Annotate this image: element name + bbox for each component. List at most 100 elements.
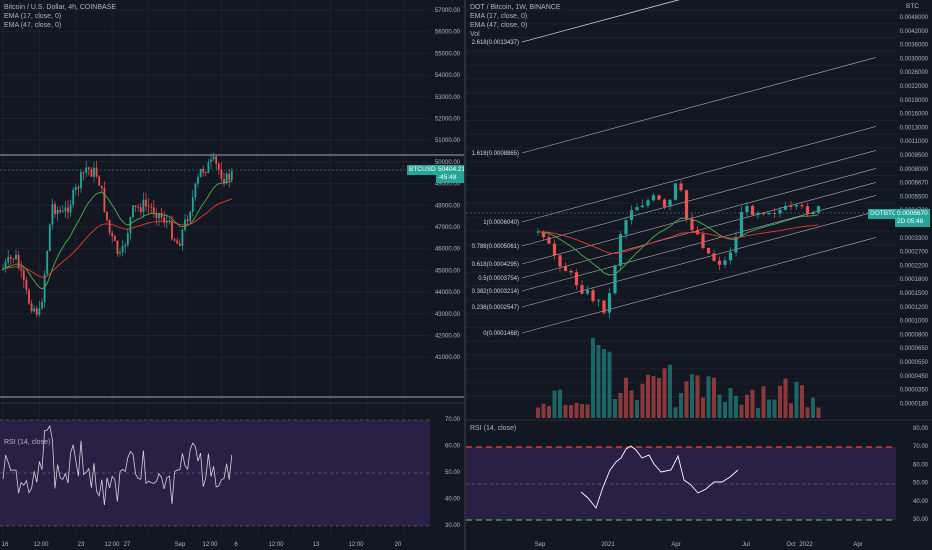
rsi-axis-label: 80.00 [913,426,929,432]
currency-label: BTC [906,3,919,10]
ema-17-line[interactable] [537,214,819,276]
rsi-axis-label: 30.00 [913,517,929,523]
candle [108,219,111,233]
price-axis-label: 43000.00 [435,312,461,318]
btc-rsi-legend[interactable]: RSI (14, close) [4,438,50,447]
candle [717,260,722,265]
dot-ema-slow-legend[interactable]: EMA (47, close, 0) [470,22,528,29]
time-axis-label: 12:00 [104,542,120,548]
time-axis-label: 23 [78,542,85,548]
btcusd-symbol-title[interactable]: Bitcoin / U.S. Dollar, 4h, COINBASE [4,4,117,11]
candle [217,163,220,170]
dot-rsi-legend[interactable]: RSI (14, close) [470,424,516,433]
candle [215,156,218,164]
volume-bar [756,407,760,418]
fib-channel-line[interactable] [521,168,877,265]
time-axis-label: 2022 [799,542,813,548]
candle [9,256,12,259]
rsi-axis-label: 50.00 [913,481,929,487]
dotbtc-chart-pane[interactable]: 0.0048000 0.0042000 0.0036000 0.0030000 0.00… [466,0,932,550]
candle [46,251,49,275]
fib-channel-line[interactable] [521,211,877,308]
fib-channel-line[interactable] [521,237,877,334]
candle [150,206,153,208]
price-axis-label: 54000.00 [435,73,461,79]
volume-bar [596,345,601,418]
dotbtc-chart-canvas[interactable]: 0.0048000 0.0042000 0.0036000 0.0030000 0.00… [466,0,932,550]
candle [155,213,158,219]
candle [142,199,145,213]
dot-volume-legend[interactable]: Vol [470,31,480,38]
candle [176,240,179,244]
price-axis-label: 0.0001200 [900,305,929,311]
candle [756,212,760,215]
candle [64,207,67,212]
price-axis-label: 0.0000450 [900,374,929,380]
fib-channel-line[interactable] [521,0,876,43]
candle [657,195,661,200]
price-axis-label: 0.0013000 [900,125,929,131]
time-axis-label: 16 [2,542,9,548]
rsi-line[interactable] [580,445,739,509]
volume-bar [783,378,788,418]
candle [85,167,88,173]
candle [772,212,777,214]
candle [816,206,821,213]
candle [624,220,628,235]
price-axis-label: 0.0001500 [900,291,929,297]
time-axis-label: 6 [234,542,238,548]
fib-channel-line[interactable] [521,126,877,223]
pane-divider[interactable] [464,0,466,550]
volume-bar [569,405,573,418]
volume-bar [712,377,716,418]
btcusd-legend: Bitcoin / U.S. Dollar, 4h, COINBASE EMA … [4,3,116,30]
ema-fast-legend[interactable]: EMA (17, close, 0) [4,13,62,20]
volume-bar [580,404,584,418]
rsi-line[interactable] [2,424,233,506]
volume-bar [591,338,595,418]
btc-rsi-label[interactable]: RSI (14, close) [4,439,51,446]
btcusd-chart-pane[interactable]: 57000.00 56000.00 55000.00 54000.00 53000.00… [0,0,464,550]
candle [129,217,132,234]
price-axis-label: 0.0000800 [900,332,929,338]
candle [51,204,54,225]
time-axis-label: Sep [535,542,546,548]
candle [165,221,168,223]
fib-level-label: 1(0.0006040) [483,220,519,226]
price-axis-label: 0.0000350 [900,388,929,394]
candle [139,207,142,213]
ema-17-line[interactable] [2,180,232,290]
price-axis-label: 47000.00 [435,225,461,231]
candle [77,186,80,189]
volume-bar [701,397,705,418]
candle [43,274,46,303]
candle [17,254,20,269]
price-axis-label: 56000.00 [435,30,461,36]
time-axis-label: 2021 [601,542,615,548]
price-axis-label: 51000.00 [435,138,461,144]
dot-ema-fast-legend[interactable]: EMA (17, close, 0) [470,13,528,20]
candle [54,204,56,215]
candle [61,211,64,212]
candle [80,172,82,189]
dot-rsi-label[interactable]: RSI (14, close) [470,425,517,432]
candle [202,169,205,173]
time-axis-label: 27 [124,542,131,548]
fib-channel-line[interactable] [521,150,877,247]
fib-channel-line[interactable] [521,0,716,43]
ema-47-line[interactable] [2,198,232,278]
volume-bar [723,402,727,418]
time-axis-label: 20 [395,542,402,548]
ema-47-line[interactable] [537,224,819,254]
fib-channel-line[interactable] [521,57,877,154]
fib-level-label: 1.618(0.0008865) [472,151,519,157]
btcusd-chart-canvas[interactable]: 57000.00 56000.00 55000.00 54000.00 53000.00… [0,0,464,550]
time-axis-label: 12:00 [268,542,284,548]
price-axis-label: 0.0000550 [900,360,929,366]
ema-slow-legend[interactable]: EMA (47, close, 0) [4,22,62,29]
fib-level-label: 0.236(0.0002547) [472,305,519,311]
dotbtc-symbol-title[interactable]: DOT / Bitcoin, 1W, BINANCE [470,4,561,11]
fib-level-label: 0.618(0.0004295) [472,262,519,268]
candle [7,256,10,263]
price-axis-label: 0.0016000 [900,112,929,118]
